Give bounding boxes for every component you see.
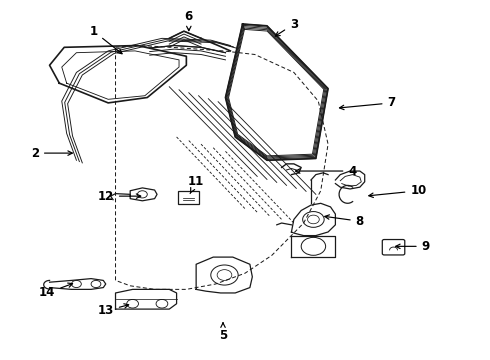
Text: 9: 9 — [396, 240, 430, 253]
Text: 10: 10 — [369, 184, 427, 198]
Text: 8: 8 — [325, 215, 364, 228]
Text: 6: 6 — [185, 10, 193, 31]
FancyBboxPatch shape — [178, 191, 198, 204]
Text: 5: 5 — [219, 323, 227, 342]
FancyBboxPatch shape — [382, 239, 405, 255]
Text: 1: 1 — [90, 25, 122, 54]
Text: 3: 3 — [275, 18, 298, 36]
Text: 11: 11 — [188, 175, 204, 194]
Text: 14: 14 — [39, 283, 73, 300]
Text: 13: 13 — [98, 304, 129, 318]
Text: 4: 4 — [295, 165, 357, 177]
Text: 2: 2 — [31, 147, 73, 159]
Text: 12: 12 — [98, 190, 141, 203]
Text: 7: 7 — [340, 96, 395, 110]
